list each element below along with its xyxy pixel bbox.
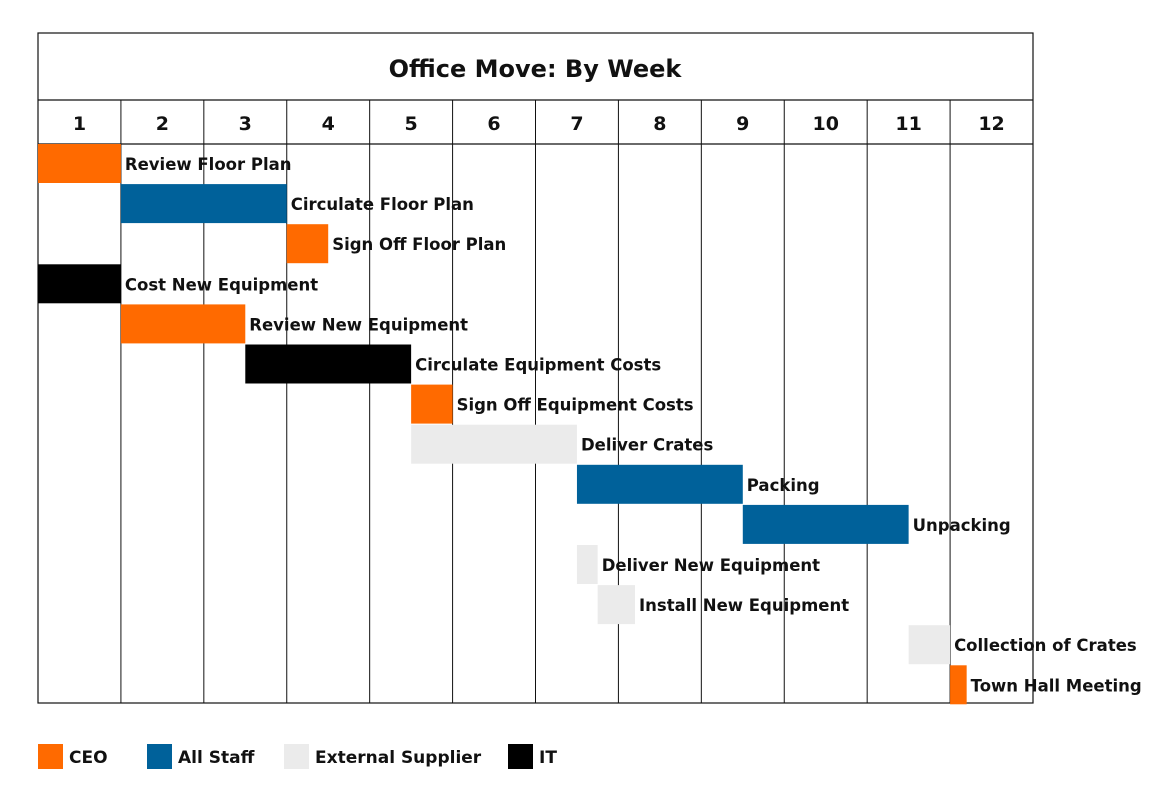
task-label: Cost New Equipment xyxy=(125,275,318,294)
task-bars xyxy=(38,144,967,705)
task-bar xyxy=(38,144,121,183)
task-label: Deliver Crates xyxy=(581,436,713,455)
legend-label: IT xyxy=(539,748,557,768)
task-bar xyxy=(576,464,743,504)
week-header-label: 11 xyxy=(895,113,921,135)
task-label: Sign Off Floor Plan xyxy=(332,235,506,254)
week-header: 1 2 3 4 5 6 7 8 9 10 11 12 xyxy=(73,113,1005,135)
legend-label: CEO xyxy=(69,748,108,768)
week-header-label: 1 xyxy=(73,113,86,135)
task-bar xyxy=(286,224,329,264)
task-bar xyxy=(597,585,635,625)
week-header-label: 3 xyxy=(239,113,252,135)
task-label: Circulate Equipment Costs xyxy=(415,356,661,375)
task-bar xyxy=(411,384,453,424)
week-header-label: 7 xyxy=(570,113,583,135)
task-label: Deliver New Equipment xyxy=(602,556,820,575)
legend-swatch xyxy=(147,744,172,769)
week-header-label: 12 xyxy=(978,113,1004,135)
task-label: Town Hall Meeting xyxy=(971,676,1142,695)
task-bar xyxy=(742,504,909,544)
task-bar xyxy=(950,665,967,705)
task-label: Packing xyxy=(747,476,820,495)
task-label: Circulate Floor Plan xyxy=(291,195,474,214)
legend-label: All Staff xyxy=(178,748,255,768)
task-bar xyxy=(120,184,287,224)
week-header-label: 4 xyxy=(322,113,335,135)
task-bar xyxy=(38,264,121,304)
task-bar xyxy=(411,424,577,464)
task-bar xyxy=(576,545,598,584)
task-label: Unpacking xyxy=(913,516,1011,535)
task-bar xyxy=(120,304,246,344)
week-header-label: 8 xyxy=(653,113,666,135)
week-header-label: 6 xyxy=(487,113,500,135)
chart-title: Office Move: By Week xyxy=(389,55,683,83)
task-label: Sign Off Equipment Costs xyxy=(457,396,694,415)
legend-swatch xyxy=(284,744,309,769)
task-label: Review Floor Plan xyxy=(125,155,292,174)
week-header-label: 9 xyxy=(736,113,749,135)
legend-swatch xyxy=(508,744,533,769)
legend-label: External Supplier xyxy=(315,748,482,768)
legend-swatch xyxy=(38,744,63,769)
task-bar xyxy=(908,625,951,665)
legend: CEO All Staff External Supplier IT xyxy=(38,744,557,769)
week-header-label: 5 xyxy=(405,113,418,135)
task-labels: Review Floor Plan Circulate Floor Plan Sig… xyxy=(125,155,1142,695)
task-label: Install New Equipment xyxy=(639,596,849,615)
task-label: Collection of Crates xyxy=(954,636,1137,655)
week-header-label: 2 xyxy=(156,113,169,135)
task-label: Review New Equipment xyxy=(249,315,468,334)
task-bar xyxy=(245,344,412,384)
week-header-label: 10 xyxy=(812,113,838,135)
